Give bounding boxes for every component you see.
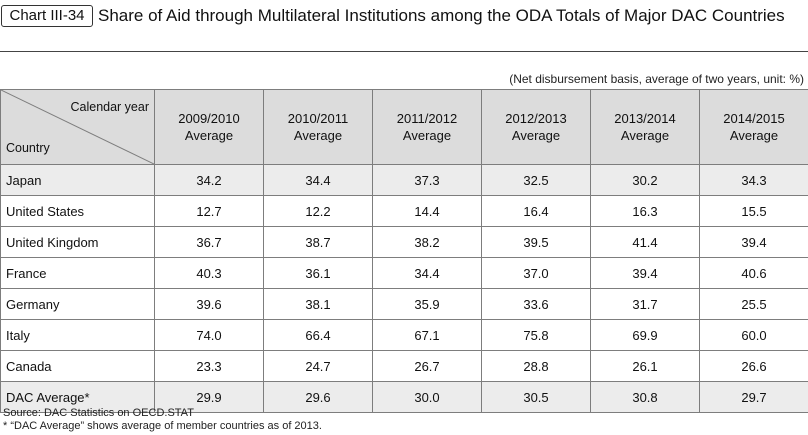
value-cell: 39.4 <box>699 226 808 258</box>
footnote-dac-average: * “DAC Average” shows average of member … <box>3 419 322 432</box>
value-cell: 75.8 <box>481 319 591 351</box>
value-cell: 41.4 <box>590 226 700 258</box>
column-header: 2011/2012 Average <box>372 89 482 165</box>
value-cell: 15.5 <box>699 195 808 227</box>
footnotes: Source: DAC Statistics on OECD.STAT * “D… <box>3 407 322 432</box>
country-cell: Japan <box>0 164 155 196</box>
value-cell: 25.5 <box>699 288 808 320</box>
corner-year-label: Calendar year <box>70 100 149 114</box>
value-cell: 34.3 <box>699 164 808 196</box>
footnote-source: Source: DAC Statistics on OECD.STAT <box>3 407 194 419</box>
value-cell: 39.4 <box>590 257 700 289</box>
value-cell: 24.7 <box>263 350 373 382</box>
header-row: Calendar year Country 2009/2010 Average 20… <box>0 89 808 165</box>
column-header: 2013/2014 Average <box>590 89 700 165</box>
table-row: Japan 34.2 34.4 37.3 32.5 30.2 34.3 <box>0 164 808 196</box>
value-cell: 29.7 <box>699 381 808 413</box>
country-cell: United States <box>0 195 155 227</box>
value-cell: 35.9 <box>372 288 482 320</box>
value-cell: 37.0 <box>481 257 591 289</box>
value-cell: 34.4 <box>263 164 373 196</box>
value-cell: 28.8 <box>481 350 591 382</box>
country-cell: United Kingdom <box>0 226 155 258</box>
chart-title: Share of Aid through Multilateral Instit… <box>98 6 785 25</box>
value-cell: 39.6 <box>154 288 264 320</box>
value-cell: 16.4 <box>481 195 591 227</box>
value-cell: 38.7 <box>263 226 373 258</box>
corner-diagonal <box>1 90 154 164</box>
country-cell: Germany <box>0 288 155 320</box>
value-cell: 36.7 <box>154 226 264 258</box>
table-body: Japan 34.2 34.4 37.3 32.5 30.2 34.3 United Stat… <box>0 164 808 413</box>
value-cell: 14.4 <box>372 195 482 227</box>
country-cell: Canada <box>0 350 155 382</box>
table-row: United Kingdom 36.7 38.7 38.2 39.5 41.4 39.4 <box>0 226 808 258</box>
column-header: 2012/2013 Average <box>481 89 591 165</box>
value-cell: 26.1 <box>590 350 700 382</box>
value-cell: 29.6 <box>263 381 373 413</box>
table-row: United States 12.7 12.2 14.4 16.4 16.3 15.5 <box>0 195 808 227</box>
corner-country-label: Country <box>6 141 50 155</box>
chart-label: Chart III-34 <box>1 5 93 27</box>
value-cell: 31.7 <box>590 288 700 320</box>
country-cell: France <box>0 257 155 289</box>
chart-header: Chart III-34 Share of Aid through Multil… <box>0 0 808 52</box>
value-cell: 74.0 <box>154 319 264 351</box>
table-row: Germany 39.6 38.1 35.9 33.6 31.7 25.5 <box>0 288 808 320</box>
value-cell: 39.5 <box>481 226 591 258</box>
value-cell: 30.0 <box>372 381 482 413</box>
corner-cell: Calendar year Country <box>0 89 155 165</box>
unit-note: (Net disbursement basis, average of two … <box>509 72 804 86</box>
value-cell: 36.1 <box>263 257 373 289</box>
table-row: Italy 74.0 66.4 67.1 75.8 69.9 60.0 <box>0 319 808 351</box>
value-cell: 40.6 <box>699 257 808 289</box>
value-cell: 16.3 <box>590 195 700 227</box>
value-cell: 34.2 <box>154 164 264 196</box>
value-cell: 69.9 <box>590 319 700 351</box>
value-cell: 26.7 <box>372 350 482 382</box>
value-cell: 29.9 <box>154 381 264 413</box>
value-cell: 38.2 <box>372 226 482 258</box>
value-cell: 30.2 <box>590 164 700 196</box>
value-cell: 37.3 <box>372 164 482 196</box>
value-cell: 30.8 <box>590 381 700 413</box>
country-cell: DAC Average* <box>0 381 155 413</box>
value-cell: 33.6 <box>481 288 591 320</box>
table-row: France 40.3 36.1 34.4 37.0 39.4 40.6 <box>0 257 808 289</box>
value-cell: 34.4 <box>372 257 482 289</box>
table-row: DAC Average* 29.9 29.6 30.0 30.5 30.8 29.7 <box>0 381 808 413</box>
value-cell: 60.0 <box>699 319 808 351</box>
column-header: 2010/2011 Average <box>263 89 373 165</box>
value-cell: 12.2 <box>263 195 373 227</box>
value-cell: 32.5 <box>481 164 591 196</box>
country-cell: Italy <box>0 319 155 351</box>
data-table: Calendar year Country 2009/2010 Average 20… <box>0 89 808 413</box>
value-cell: 40.3 <box>154 257 264 289</box>
column-header: 2014/2015 Average <box>699 89 808 165</box>
column-header: 2009/2010 Average <box>154 89 264 165</box>
title-rule <box>0 51 808 52</box>
value-cell: 12.7 <box>154 195 264 227</box>
value-cell: 66.4 <box>263 319 373 351</box>
value-cell: 38.1 <box>263 288 373 320</box>
table-row: Canada 23.3 24.7 26.7 28.8 26.1 26.6 <box>0 350 808 382</box>
value-cell: 23.3 <box>154 350 264 382</box>
value-cell: 67.1 <box>372 319 482 351</box>
value-cell: 26.6 <box>699 350 808 382</box>
value-cell: 30.5 <box>481 381 591 413</box>
